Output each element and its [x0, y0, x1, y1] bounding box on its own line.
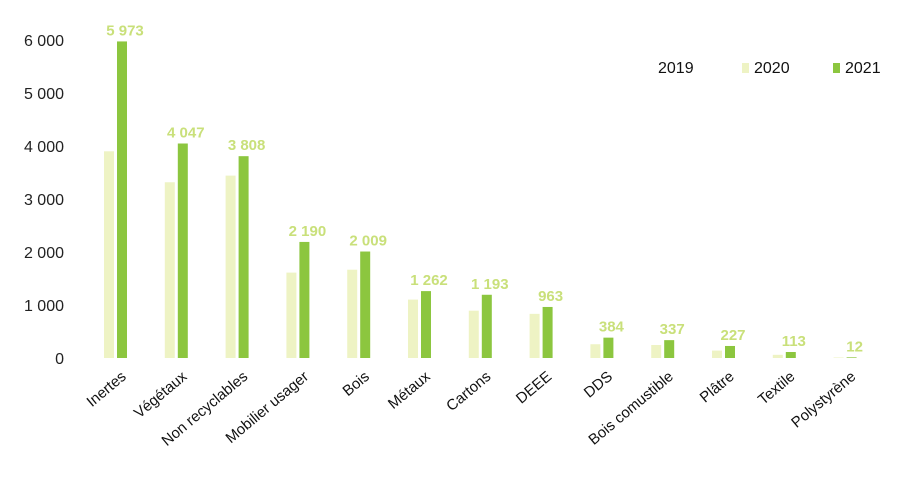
data-label-2021: 3 808 — [228, 137, 266, 154]
bar-2020 — [104, 151, 114, 358]
y-tick-label: 5 000 — [24, 86, 64, 103]
bar-2021 — [725, 345, 735, 358]
bar-2021 — [360, 251, 371, 358]
bar-2021 — [664, 340, 675, 358]
bar-2021 — [542, 306, 553, 358]
data-label-2021: 1 262 — [410, 272, 448, 289]
bar-2021 — [785, 352, 796, 358]
category-label: Textile — [755, 368, 799, 408]
bar-2020 — [347, 269, 358, 358]
y-tick-label: 2 000 — [24, 245, 64, 262]
bar-2020 — [468, 310, 479, 358]
y-tick-label: 6 000 — [24, 33, 64, 50]
category-label: DEEE — [513, 368, 555, 407]
y-tick-label: 4 000 — [24, 139, 64, 156]
bar-2020 — [651, 345, 662, 358]
bar-2020 — [712, 350, 722, 358]
category-label: Inertes — [84, 368, 130, 411]
bar-2020 — [408, 299, 418, 358]
category-label: Cartons — [443, 368, 494, 415]
data-label-2021: 963 — [538, 288, 563, 305]
legend-label-2019: 2019 — [658, 60, 694, 77]
data-label-2021: 4 047 — [167, 125, 205, 142]
data-label-2021: 113 — [782, 333, 806, 350]
bar-2021 — [299, 241, 310, 358]
bar-2021 — [177, 143, 188, 358]
legend: 2019 2020 2021 — [646, 60, 881, 77]
y-tick-label: 3 000 — [24, 192, 64, 209]
data-label-2021: 1 193 — [471, 276, 509, 293]
bar-2020 — [164, 182, 175, 358]
legend-label-2020: 2020 — [754, 60, 790, 77]
legend-label-2021: 2021 — [845, 60, 881, 77]
bar-2020 — [833, 357, 844, 358]
data-label-2021: 2 190 — [289, 223, 327, 240]
data-label-2021: 384 — [599, 319, 625, 336]
data-label-2021: 12 — [846, 338, 863, 355]
bar-2021 — [846, 357, 857, 358]
category-label: Polystyrène — [788, 368, 859, 431]
category-label: DDS — [581, 368, 616, 401]
data-labels: 5 973 4 047 3 808 2 190 2 009 1 262 1 193 963 38… — [106, 22, 863, 355]
y-axis: 0 1 000 2 000 3 000 4 000 5 000 6 000 — [24, 33, 64, 368]
bars — [104, 41, 857, 358]
bar-2020 — [772, 354, 783, 358]
data-label-2021: 337 — [660, 321, 685, 338]
bar-2021 — [421, 291, 431, 358]
data-label-2021: 5 973 — [106, 22, 144, 39]
bar-2020 — [590, 344, 601, 358]
category-label: Plâtre — [697, 368, 738, 406]
bar-2021 — [117, 41, 127, 358]
bar-2020 — [286, 272, 297, 358]
bar-2020 — [529, 313, 540, 358]
category-label: Bois — [339, 368, 372, 400]
category-label: Végétaux — [131, 368, 191, 422]
bar-2021 — [238, 156, 249, 358]
y-tick-label: 0 — [55, 351, 64, 368]
legend-swatch-2021 — [833, 63, 840, 73]
data-label-2021: 227 — [720, 327, 745, 344]
bar-2020 — [225, 175, 236, 358]
legend-swatch-2019 — [646, 63, 653, 73]
data-label-2021: 2 009 — [349, 233, 387, 250]
category-label: Métaux — [385, 368, 434, 413]
y-tick-label: 1 000 — [24, 298, 64, 315]
bar-2021 — [481, 294, 492, 358]
legend-swatch-2020 — [742, 63, 749, 73]
bar-2021 — [603, 337, 614, 358]
